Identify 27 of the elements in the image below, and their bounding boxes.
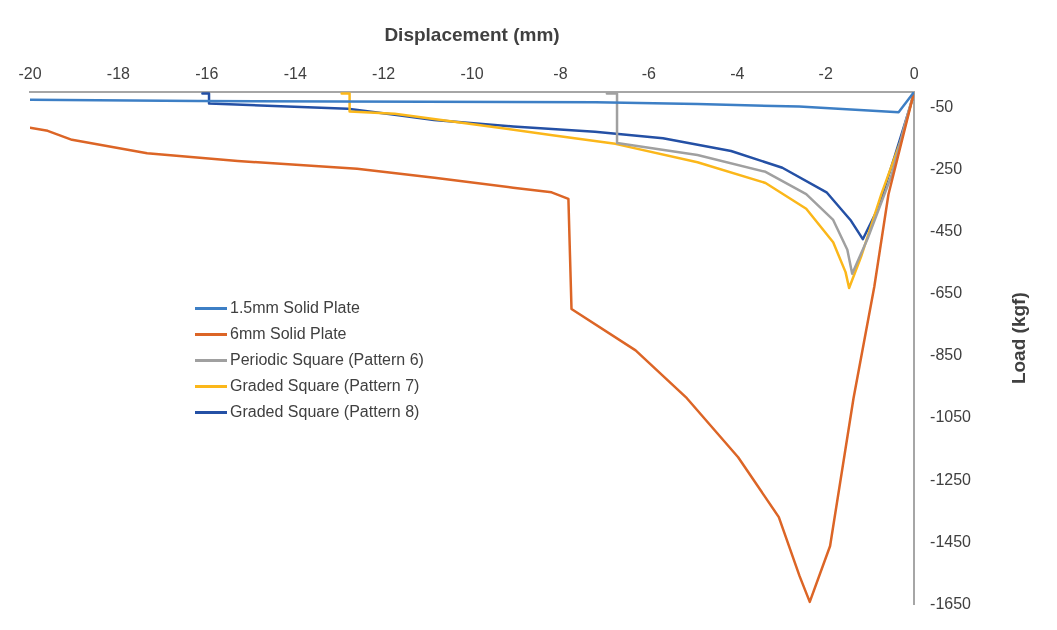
y-tick-label: -450 <box>930 222 963 240</box>
x-tick-label: -4 <box>730 64 745 82</box>
y-tick-label: -1250 <box>930 470 972 488</box>
x-tick-label: -16 <box>195 64 219 82</box>
x-tick-label: -10 <box>460 64 484 82</box>
y-tick-label: -50 <box>930 97 954 115</box>
x-tick-label: -12 <box>372 64 396 82</box>
legend-label: Graded Square (Pattern 8) <box>230 402 420 422</box>
y-tick-label: -1050 <box>930 408 972 426</box>
y-axis-title: Load (kgf) <box>1008 292 1030 385</box>
x-tick-label: 0 <box>909 64 919 82</box>
x-tick-label: -6 <box>641 64 657 82</box>
legend-label: 1.5mm Solid Plate <box>230 298 360 318</box>
legend-label: 6mm Solid Plate <box>230 324 347 344</box>
y-tick-label: -1450 <box>930 532 972 550</box>
y-tick-label: -850 <box>930 346 963 364</box>
x-axis-title: Displacement (mm) <box>384 23 560 45</box>
x-tick-label: -18 <box>106 64 131 82</box>
legend-label: Graded Square (Pattern 7) <box>230 376 420 396</box>
x-tick-label: -2 <box>818 64 833 82</box>
y-tick-label: -1650 <box>930 594 972 612</box>
legend-label: Periodic Square (Pattern 6) <box>230 350 424 370</box>
x-tick-label: -8 <box>553 64 568 82</box>
x-tick-label: -14 <box>283 64 307 82</box>
x-tick-label: -20 <box>18 64 42 82</box>
y-tick-label: -250 <box>930 160 963 178</box>
y-tick-label: -650 <box>930 284 963 302</box>
